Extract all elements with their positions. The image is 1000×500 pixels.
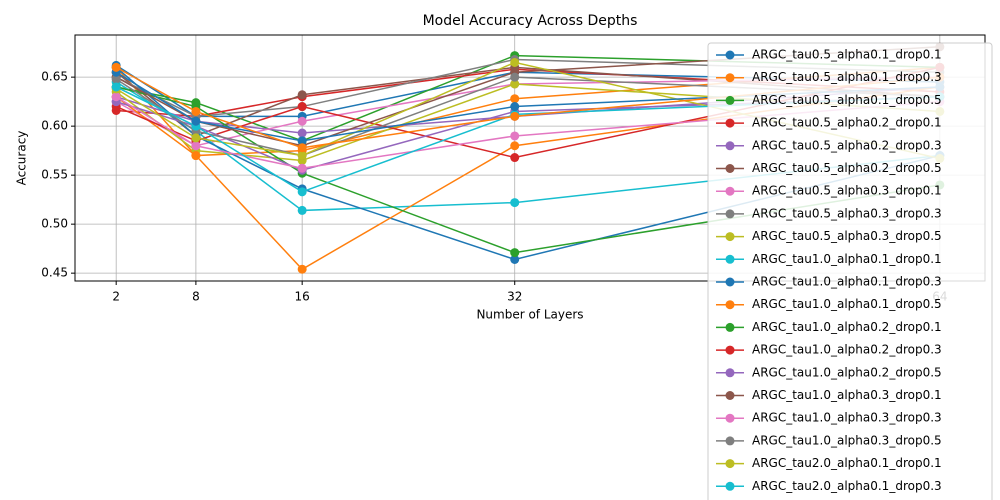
legend-marker — [725, 391, 735, 400]
legend: ARGC_tau0.5_alpha0.1_drop0.1 ARGC_tau0.5_… — [707, 42, 993, 500]
data-point — [191, 151, 201, 161]
legend-marker — [725, 368, 735, 378]
data-point — [297, 187, 307, 197]
y-tick-label: 0.45 — [41, 266, 68, 280]
legend-label: ARGC_tau1.0_alpha0.3_drop0.1 — [752, 388, 942, 402]
legend-label: ARGC_tau0.5_alpha0.2_drop0.1 — [752, 116, 942, 130]
legend-label: ARGC_tau1.0_alpha0.1_drop0.1 — [752, 252, 942, 266]
data-point — [297, 128, 307, 138]
data-point — [111, 92, 121, 102]
legend-marker — [725, 481, 735, 491]
legend-label: ARGC_tau0.5_alpha0.2_drop0.5 — [752, 161, 942, 175]
y-tick-label: 0.60 — [41, 119, 68, 133]
data-point — [191, 133, 201, 143]
data-point — [510, 254, 520, 264]
data-point — [510, 102, 520, 112]
legend-label: ARGC_tau1.0_alpha0.2_drop0.5 — [752, 365, 942, 379]
data-point — [297, 136, 307, 146]
x-tick-label: 32 — [507, 290, 522, 304]
legend-label: ARGC_tau1.0_alpha0.3_drop0.5 — [752, 433, 942, 447]
legend-label: ARGC_tau2.0_alpha0.1_drop0.3 — [752, 479, 942, 493]
legend-marker — [725, 436, 735, 446]
data-point — [510, 248, 520, 258]
y-axis-label: Accuracy — [15, 131, 29, 186]
legend-box — [707, 42, 993, 500]
data-point — [510, 79, 520, 89]
legend-label: ARGC_tau2.0_alpha0.1_drop0.1 — [752, 456, 942, 470]
legend-marker — [725, 73, 735, 83]
y-tick-label: 0.55 — [41, 168, 68, 182]
legend-marker — [725, 345, 735, 355]
x-tick-label: 16 — [295, 290, 310, 304]
data-point — [297, 163, 307, 173]
legend-marker — [725, 413, 735, 423]
data-point — [111, 82, 121, 92]
data-point — [510, 198, 520, 208]
legend-marker — [725, 277, 735, 287]
data-point — [191, 116, 201, 126]
data-point — [510, 141, 520, 151]
data-point — [297, 102, 307, 112]
legend-label: ARGC_tau0.5_alpha0.1_drop0.3 — [752, 70, 942, 84]
legend-label: ARGC_tau1.0_alpha0.2_drop0.3 — [752, 343, 942, 357]
legend-label: ARGC_tau0.5_alpha0.1_drop0.5 — [752, 93, 942, 107]
data-point — [111, 74, 121, 84]
legend-marker — [725, 164, 735, 173]
legend-label: ARGC_tau1.0_alpha0.1_drop0.5 — [752, 297, 942, 311]
x-tick-label: 8 — [192, 290, 200, 304]
legend-label: ARGC_tau0.5_alpha0.1_drop0.1 — [752, 48, 942, 62]
data-point — [297, 264, 307, 274]
data-point — [510, 72, 520, 82]
legend-marker — [725, 50, 735, 60]
data-point — [510, 111, 520, 121]
data-point — [297, 151, 307, 161]
data-point — [510, 57, 520, 67]
legend-label: ARGC_tau1.0_alpha0.1_drop0.3 — [752, 275, 942, 289]
legend-label: ARGC_tau0.5_alpha0.2_drop0.3 — [752, 138, 942, 152]
y-tick-label: 0.65 — [41, 70, 68, 84]
legend-marker — [725, 459, 735, 469]
x-axis-label: Number of Layers — [476, 308, 583, 322]
legend-label: ARGC_tau0.5_alpha0.3_drop0.3 — [752, 206, 942, 220]
legend-marker — [725, 232, 735, 242]
legend-marker — [725, 95, 735, 105]
legend-label: ARGC_tau0.5_alpha0.3_drop0.5 — [752, 229, 942, 243]
legend-marker — [725, 254, 735, 264]
data-point — [297, 90, 307, 100]
data-point — [297, 116, 307, 126]
x-tick-label: 2 — [112, 290, 120, 304]
data-point — [191, 141, 201, 151]
legend-label: ARGC_tau0.5_alpha0.3_drop0.1 — [752, 184, 942, 198]
legend-marker — [725, 322, 735, 332]
legend-marker — [725, 186, 735, 196]
data-point — [510, 94, 520, 104]
y-tick-label: 0.50 — [41, 217, 68, 231]
data-point — [510, 153, 520, 163]
data-point — [111, 62, 121, 72]
data-point — [297, 205, 307, 215]
data-point — [191, 106, 201, 116]
legend-label: ARGC_tau1.0_alpha0.3_drop0.3 — [752, 411, 942, 425]
legend-marker — [725, 141, 735, 151]
data-point — [297, 143, 307, 153]
legend-label: ARGC_tau1.0_alpha0.2_drop0.1 — [752, 320, 942, 334]
chart-title: Model Accuracy Across Depths — [423, 13, 638, 29]
legend-marker — [725, 118, 735, 128]
data-point — [510, 131, 520, 141]
legend-marker — [725, 209, 735, 219]
legend-marker — [725, 300, 735, 310]
